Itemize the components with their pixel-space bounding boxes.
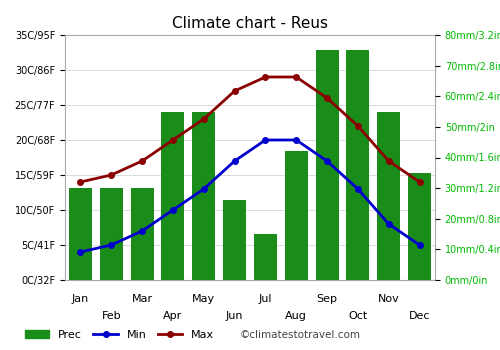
Text: Jun: Jun	[226, 310, 244, 321]
Bar	[162, 112, 184, 280]
Text: Aug: Aug	[286, 310, 307, 321]
Text: May: May	[192, 294, 216, 304]
Text: Oct: Oct	[348, 310, 368, 321]
Text: Jul: Jul	[258, 294, 272, 304]
Bar	[408, 173, 431, 280]
Text: ©climatestotravel.com: ©climatestotravel.com	[240, 329, 361, 340]
Bar	[192, 112, 216, 280]
Text: Apr: Apr	[164, 310, 182, 321]
Text: Sep: Sep	[316, 294, 338, 304]
Title: Climate chart - Reus: Climate chart - Reus	[172, 16, 328, 31]
Text: Dec: Dec	[409, 310, 430, 321]
Bar	[69, 188, 92, 280]
Bar	[130, 188, 154, 280]
Bar	[223, 200, 246, 280]
Bar	[284, 151, 308, 280]
Bar	[346, 50, 370, 280]
Bar	[100, 188, 123, 280]
Text: Nov: Nov	[378, 294, 400, 304]
Bar	[316, 50, 338, 280]
Text: Mar: Mar	[132, 294, 152, 304]
Legend: Prec, Min, Max: Prec, Min, Max	[20, 326, 218, 344]
Bar	[377, 112, 400, 280]
Text: Feb: Feb	[102, 310, 121, 321]
Text: Jan: Jan	[72, 294, 89, 304]
Bar	[254, 234, 277, 280]
